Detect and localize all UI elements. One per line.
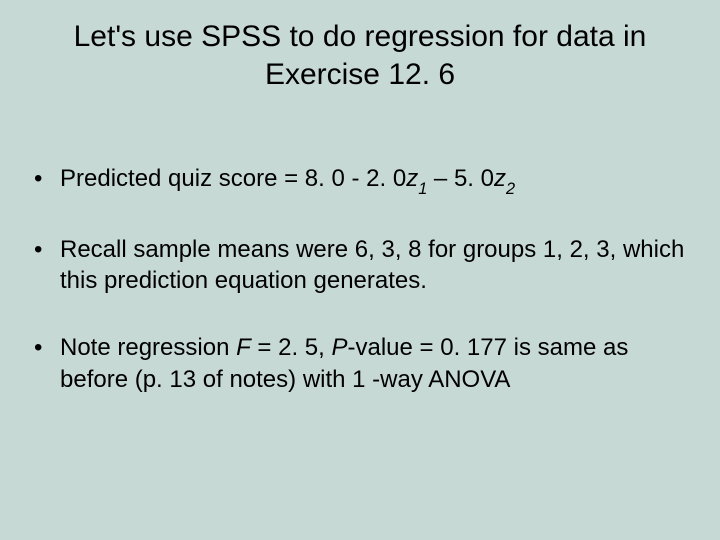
title-line-2: Exercise 12. 6 — [265, 58, 455, 91]
eq-var1-letter: z — [406, 165, 418, 192]
recall-text: Recall sample means were 6, 3, 8 for gro… — [60, 236, 684, 294]
eq-mid: – 5. 0 — [427, 165, 494, 192]
bullet-note: Note regression F = 2. 5, P-value = 0. 1… — [34, 332, 692, 394]
note-P: P — [331, 334, 347, 361]
eq-var2-sub: 2 — [506, 180, 515, 198]
eq-prefix: Predicted quiz score = 8. 0 - 2. 0 — [60, 165, 406, 192]
eq-var2-letter: z — [494, 165, 506, 192]
bullet-list: Predicted quiz score = 8. 0 - 2. 0z1 – 5… — [28, 163, 692, 395]
note-p2: = 2. 5, — [251, 334, 332, 361]
bullet-recall: Recall sample means were 6, 3, 8 for gro… — [34, 234, 692, 296]
note-p1: Note regression — [60, 334, 236, 361]
title-line-1: Let's use SPSS to do regression for data… — [74, 20, 647, 53]
note-F: F — [236, 334, 251, 361]
slide-title: Let's use SPSS to do regression for data… — [28, 18, 692, 93]
bullet-equation: Predicted quiz score = 8. 0 - 2. 0z1 – 5… — [34, 163, 692, 198]
eq-var1-sub: 1 — [418, 180, 427, 198]
